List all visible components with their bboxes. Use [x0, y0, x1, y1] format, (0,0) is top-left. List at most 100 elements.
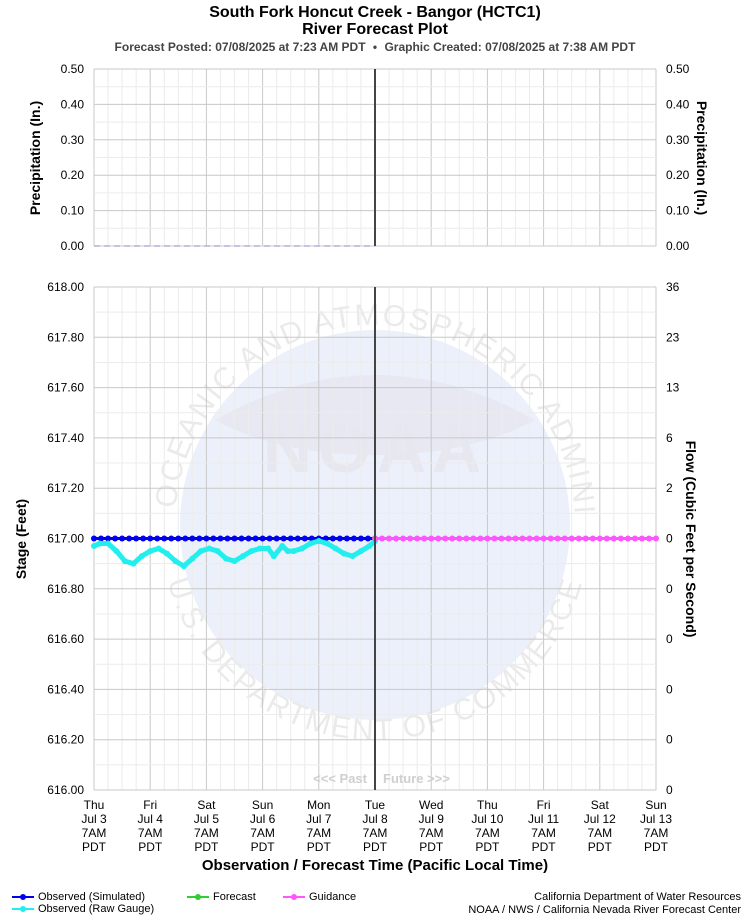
xtick-date: Jul 7	[306, 812, 332, 826]
precip-ytick-right: 0.10	[666, 204, 690, 218]
past-label: <<< Past	[313, 771, 368, 786]
xtick-day: Fri	[143, 798, 157, 812]
legend-observed-simulated: Observed (Simulated)	[12, 891, 145, 903]
series-guidance-point	[491, 535, 498, 542]
series-guidance-point	[645, 535, 652, 542]
flow-ytick-right: 0	[666, 682, 673, 696]
series-guidance-point	[568, 535, 575, 542]
xtick-day: Tue	[365, 798, 386, 812]
stage-ytick-left: 616.20	[47, 733, 84, 747]
legend-swatch-simulated	[12, 892, 34, 902]
series-observed-raw-gauge-point	[284, 548, 291, 555]
xtick-time: 7AM	[419, 826, 444, 840]
xtick-time: 7AM	[475, 826, 500, 840]
series-observed-simulated-point	[119, 535, 126, 542]
future-label: Future >>>	[383, 771, 450, 786]
xtick-day: Sun	[252, 798, 273, 812]
credit-cnrfc: NOAA / NWS / California Nevada River For…	[468, 904, 741, 916]
series-observed-raw-gauge-point	[172, 558, 179, 565]
axis-text-layer: 0.50 0.50 0.40 0.40 0.30 0.30 0.20 0.20 0.10 0.10…	[13, 62, 710, 874]
xtick-day: Fri	[537, 798, 551, 812]
series-guidance-point	[386, 535, 393, 542]
xtick-time: 7AM	[306, 826, 331, 840]
swatch-dot	[195, 894, 201, 900]
flow-ytick-right: 36	[666, 280, 680, 294]
xtick-date: Jul 13	[640, 812, 672, 826]
series-observed-simulated-point	[133, 535, 140, 542]
series-observed-raw-gauge-point	[279, 543, 286, 550]
stage-ytick-left: 616.00	[47, 783, 84, 797]
series-observed-raw-gauge-point	[96, 540, 103, 547]
series-observed-simulated-point	[189, 535, 196, 542]
precip-ytick-right: 0.30	[666, 133, 690, 147]
chart-subtitle: River Forecast Plot	[302, 21, 448, 38]
series-observed-raw-gauge-point	[105, 540, 112, 547]
series-guidance-point	[470, 535, 477, 542]
precip-ylabel-left: Precipitation (In.)	[27, 101, 43, 215]
legend-observed-raw: Observed (Raw Gauge)	[12, 903, 154, 915]
series-observed-raw-gauge-point	[315, 538, 322, 545]
series-observed-simulated-point	[203, 535, 210, 542]
series-guidance-point	[596, 535, 603, 542]
legend-label: Forecast	[213, 891, 256, 903]
series-guidance-point	[407, 535, 414, 542]
xtick-time: 7AM	[644, 826, 669, 840]
flow-ytick-right: 0	[666, 632, 673, 646]
series-observed-raw-gauge-point	[180, 563, 187, 570]
flow-ytick-right: 0	[666, 582, 673, 596]
xtick-date: Jul 4	[138, 812, 164, 826]
xtick-tz: PDT	[251, 840, 276, 854]
legend-swatch-raw	[12, 904, 34, 914]
series-observed-raw-gauge-point	[341, 550, 348, 557]
xtick-date: Jul 9	[419, 812, 445, 826]
series-guidance-point	[463, 535, 470, 542]
stage-ytick-left: 616.40	[47, 682, 84, 696]
series-guidance-point	[547, 535, 554, 542]
xtick-tz: PDT	[475, 840, 500, 854]
series-observed-simulated-point	[210, 535, 217, 542]
series-observed-raw-gauge-point	[290, 548, 297, 555]
series-guidance-point	[393, 535, 400, 542]
series-observed-raw-gauge-point	[223, 555, 230, 562]
series-layer	[91, 69, 659, 790]
series-observed-simulated-point	[231, 535, 238, 542]
series-observed-raw-gauge-point	[324, 540, 331, 547]
series-observed-raw-gauge-point	[147, 548, 154, 555]
series-guidance-point	[638, 535, 645, 542]
legend-swatch-guidance	[283, 892, 305, 902]
timestamp-separator: •	[372, 40, 378, 54]
series-observed-simulated-point	[357, 535, 364, 542]
series-guidance-point	[379, 535, 386, 542]
xtick-tz: PDT	[307, 840, 332, 854]
series-observed-raw-gauge-point	[130, 560, 137, 567]
series-observed-simulated-point	[336, 535, 343, 542]
series-observed-raw-gauge-point	[197, 548, 204, 555]
series-observed-raw-gauge-point	[239, 553, 246, 560]
series-observed-simulated-point	[140, 535, 147, 542]
series-observed-simulated-point	[245, 535, 252, 542]
series-observed-simulated-point	[224, 535, 231, 542]
xtick-time: 7AM	[194, 826, 219, 840]
precip-ytick-right: 0.40	[666, 97, 690, 111]
xtick-day: Sat	[591, 798, 610, 812]
precip-ylabel-right: Precipitation (In.)	[694, 101, 710, 215]
stage-ytick-left: 616.60	[47, 632, 84, 646]
series-observed-simulated-point	[294, 535, 301, 542]
series-guidance-point	[653, 535, 659, 542]
series-guidance-point	[442, 535, 449, 542]
noaa-watermark: NOAA NATIONAL OCEANIC AND ATMOSPHERIC AD…	[0, 0, 599, 747]
xtick-tz: PDT	[644, 840, 669, 854]
precip-ytick-left: 0.30	[61, 133, 85, 147]
flow-ytick-right: 2	[666, 481, 673, 495]
stage-ytick-left: 617.40	[47, 431, 84, 445]
xtick-tz: PDT	[532, 840, 557, 854]
x-axis-title: Observation / Forecast Time (Pacific Loc…	[202, 857, 548, 874]
series-observed-raw-gauge-point	[164, 550, 171, 557]
xtick-tz: PDT	[138, 840, 163, 854]
series-observed-simulated-point	[266, 535, 273, 542]
xtick-time: 7AM	[587, 826, 612, 840]
series-observed-raw-gauge-point	[214, 548, 221, 555]
xtick-day: Thu	[84, 798, 105, 812]
stage-ytick-left: 617.80	[47, 330, 84, 344]
stage-ytick-left: 617.60	[47, 381, 84, 395]
